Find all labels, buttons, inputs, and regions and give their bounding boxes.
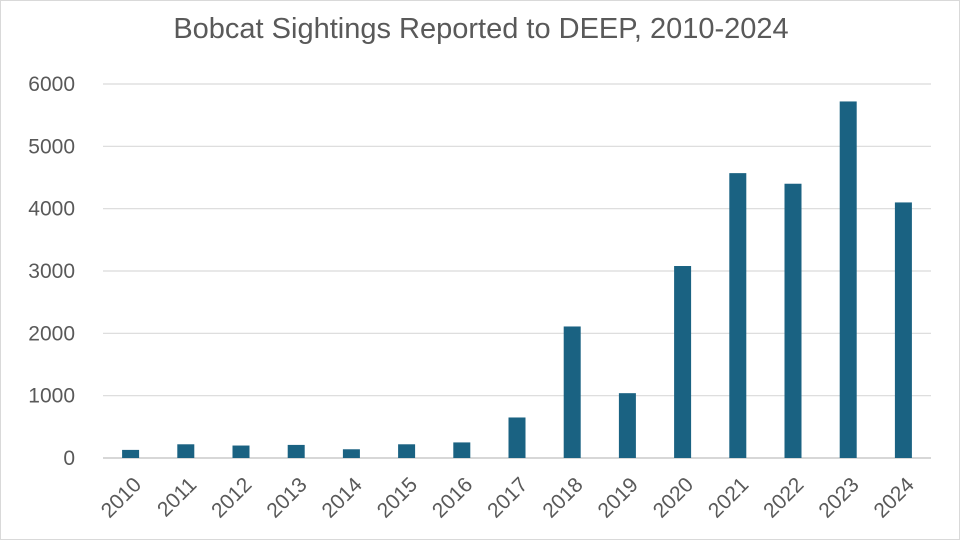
bar-2022: [784, 183, 802, 458]
x-tick-label: 2023: [814, 473, 863, 522]
y-tick-label: 4000: [28, 198, 75, 221]
x-tick-label: 2022: [759, 473, 808, 522]
y-tick-label: 0: [63, 447, 75, 470]
gridlines: [103, 83, 931, 459]
chart-title: Bobcat Sightings Reported to DEEP, 2010-…: [173, 13, 788, 45]
x-tick-label: 2024: [870, 473, 920, 523]
x-axis: 2010 2011 2012 2013 2014 2015 2016 2017 2018 2019…: [97, 473, 919, 523]
bar-2020: [674, 266, 692, 458]
bar-2017: [508, 417, 526, 458]
bar-2012: [232, 445, 250, 458]
y-axis: 0 1000 2000 3000 4000 5000 6000: [28, 73, 75, 470]
y-tick-label: 6000: [28, 73, 75, 96]
bar-2018: [563, 326, 581, 458]
bar-2013: [287, 444, 305, 458]
bar-2024: [894, 202, 912, 458]
x-tick-label: 2014: [318, 473, 368, 523]
bar-2019: [618, 393, 636, 458]
x-tick-label: 2019: [594, 473, 643, 522]
bars: [122, 101, 912, 459]
bar-2011: [177, 444, 195, 458]
y-tick-label: 1000: [28, 385, 75, 408]
x-tick-label: 2017: [483, 473, 532, 522]
bar-2010: [122, 449, 140, 458]
x-tick-label: 2010: [97, 473, 146, 522]
bar-2021: [729, 173, 747, 459]
bar-2023: [839, 101, 857, 458]
y-tick-label: 2000: [28, 322, 75, 345]
x-tick-label: 2011: [153, 473, 201, 521]
x-tick-label: 2018: [538, 473, 587, 522]
bar-2015: [398, 444, 416, 458]
bar-2016: [453, 442, 471, 458]
y-tick-label: 5000: [28, 135, 75, 158]
x-tick-label: 2013: [262, 473, 311, 522]
bar-2014: [342, 449, 360, 458]
x-tick-label: 2015: [373, 473, 422, 522]
x-tick-label: 2021: [704, 473, 753, 522]
y-tick-label: 3000: [28, 260, 75, 283]
x-tick-label: 2020: [649, 473, 698, 522]
x-tick-label: 2016: [428, 473, 477, 522]
x-tick-label: 2012: [207, 473, 256, 522]
